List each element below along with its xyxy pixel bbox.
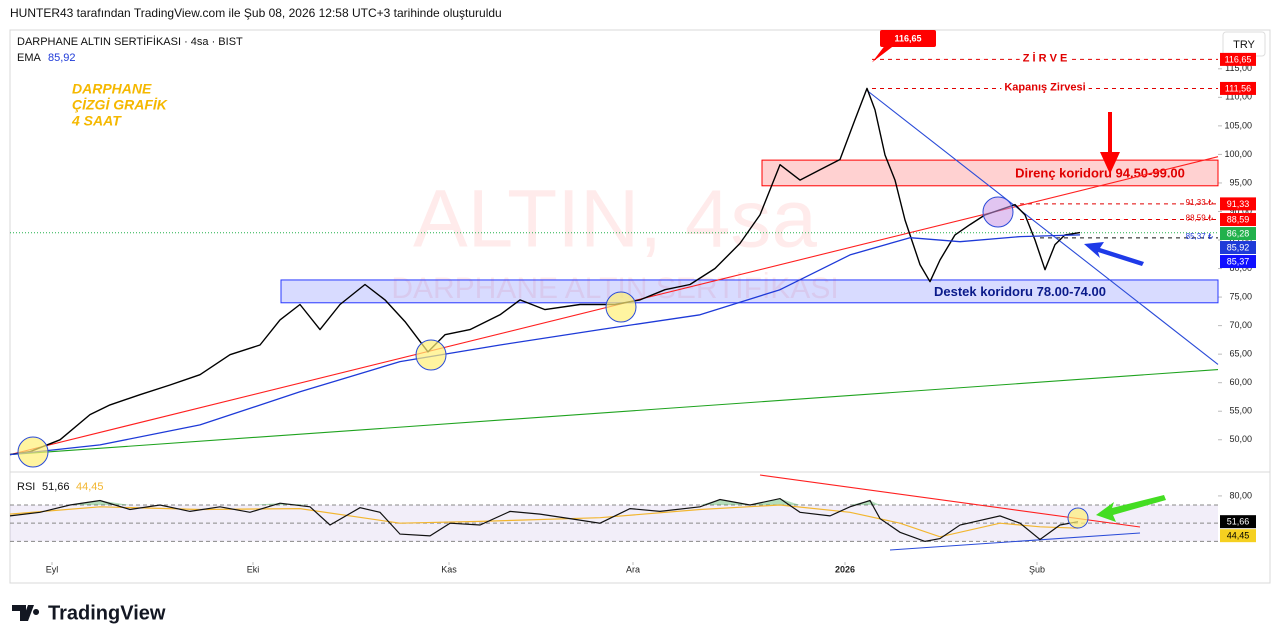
price-tag-label: 85,37 xyxy=(1227,256,1250,266)
price-tag-label: 86,28 xyxy=(1227,228,1250,238)
ema-legend: EMA xyxy=(17,52,42,64)
x-tick-label: Eki xyxy=(247,564,260,574)
price-tag xyxy=(1220,52,1256,66)
highlight-circle xyxy=(605,291,637,323)
rsi-legend-value: 51,66 xyxy=(42,481,70,493)
x-tick-label: 2026 xyxy=(835,564,855,574)
note: ÇİZGİ GRAFİK xyxy=(72,97,168,113)
x-tick-label: Şub xyxy=(1029,564,1045,574)
footer: TradingView xyxy=(48,602,166,624)
note: DARPHANE xyxy=(72,81,152,97)
x-tick-label: Eyl xyxy=(46,564,59,574)
price-tag xyxy=(1220,255,1256,269)
rsi-trendline xyxy=(889,532,1141,551)
trendline xyxy=(9,369,1219,456)
price-tag xyxy=(1220,241,1256,255)
y-tick-label: 75,00 xyxy=(1229,291,1252,301)
highlight-circle xyxy=(17,436,49,468)
y-tick-label: 115,00 xyxy=(1225,63,1252,73)
zone-label: Direnç koridoru 94.50-99.00 xyxy=(1015,165,1185,180)
y-tick-label: 95,00 xyxy=(1229,177,1252,187)
ema-legend-value: 85,92 xyxy=(48,52,76,64)
y-tick-label: 55,00 xyxy=(1229,406,1252,416)
rsi-tick-label: 80,00 xyxy=(1229,490,1252,500)
rsi-overbought-fill xyxy=(700,499,750,505)
trendline xyxy=(866,90,1219,365)
level-label-bg xyxy=(1019,51,1071,65)
y-tick-label: 90,00 xyxy=(1229,206,1252,216)
x-tick-label: Kas xyxy=(441,564,457,574)
level-label: Kapanış Zirvesi xyxy=(1004,81,1085,93)
price-tag-label: 85,92 xyxy=(1227,242,1250,252)
rsi-line xyxy=(9,497,1079,543)
level-label-bg xyxy=(1001,81,1089,94)
y-tick-label: 105,00 xyxy=(1224,120,1252,130)
currency: TRY xyxy=(1233,39,1255,51)
x-tick-label: Ara xyxy=(626,564,640,574)
note: 4 SAAT xyxy=(71,113,122,129)
tradingview-logo xyxy=(12,605,40,621)
price-tag xyxy=(1220,529,1256,543)
price-tag xyxy=(1220,227,1256,241)
rsi-legend-ma: 44,45 xyxy=(76,481,104,493)
chart-title: DARPHANE ALTIN SERTİFİKASI · 4sa · BIST xyxy=(17,35,243,48)
level-value-label: 88,59 ₺ xyxy=(1186,214,1213,223)
callout xyxy=(880,30,936,47)
price-tag xyxy=(1220,515,1256,529)
level-label: Z İ R V E xyxy=(1023,51,1068,64)
level-value-label: 91,33 ₺ xyxy=(1186,198,1213,207)
price-tag xyxy=(1220,81,1256,95)
price-tag-label: 91,33 xyxy=(1227,199,1250,209)
zone xyxy=(761,159,1219,187)
green-arrow xyxy=(1096,495,1166,522)
y-tick-label: 60,00 xyxy=(1229,377,1252,387)
level-value-label: 85,37 ₺ xyxy=(1186,232,1213,241)
rsi-overbought-fill xyxy=(70,500,130,505)
y-tick-label: 65,00 xyxy=(1229,349,1252,359)
price-tag xyxy=(1220,213,1256,227)
rsi-legend: RSI xyxy=(17,481,35,493)
price-tag-label: 44,45 xyxy=(1227,531,1250,541)
red-arrow xyxy=(1100,112,1120,174)
frame xyxy=(9,29,1271,584)
blue-arrow xyxy=(1084,242,1144,266)
y-tick-label: 70,00 xyxy=(1229,320,1252,330)
price-line xyxy=(9,234,1081,456)
price-tag-label: 51,66 xyxy=(1227,517,1250,527)
price-tag-label: 116,65 xyxy=(1225,54,1252,64)
price-tag xyxy=(1220,197,1256,211)
callout-label: 116,65 xyxy=(894,33,921,43)
header: HUNTER43 tarafından TradingView.com ile … xyxy=(10,6,502,20)
watermark: ALTIN, 4sa xyxy=(413,174,817,265)
price-tag-label: 111,56 xyxy=(1225,83,1251,93)
highlight-circle xyxy=(1067,507,1089,529)
callout-pointer xyxy=(872,44,896,63)
highlight-circle xyxy=(982,196,1014,228)
highlight-circle xyxy=(415,339,447,371)
price-line xyxy=(9,87,1081,456)
zone xyxy=(280,279,1219,304)
price-tag-label: 88,59 xyxy=(1227,214,1250,224)
y-tick-label: 100,00 xyxy=(1224,149,1252,159)
y-tick-label: 110,00 xyxy=(1225,92,1252,102)
zone-label: Destek koridoru 78.00-74.00 xyxy=(934,284,1106,299)
y-tick-label: 50,00 xyxy=(1229,434,1252,444)
